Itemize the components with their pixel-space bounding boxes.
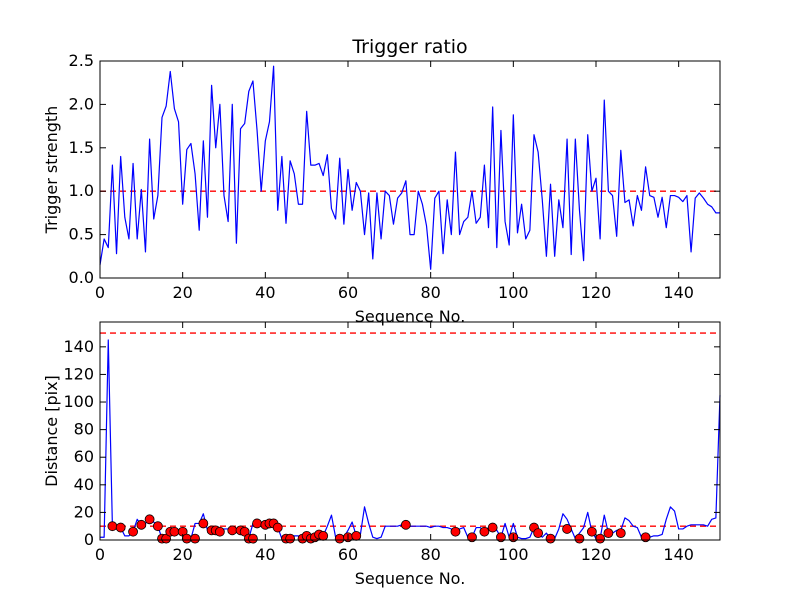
data-marker: [152, 521, 163, 532]
data-marker: [272, 522, 283, 533]
data-marker: [136, 519, 147, 530]
y-tick-label: 1.5: [69, 138, 94, 157]
data-marker: [214, 526, 225, 537]
x-tick-label: 0: [95, 545, 105, 564]
data-marker: [467, 532, 477, 543]
data-marker: [351, 530, 362, 541]
x-axis-label: Sequence No.: [355, 307, 466, 326]
data-marker: [400, 519, 411, 530]
y-axis-label: Trigger strength: [42, 106, 61, 235]
data-marker: [533, 528, 544, 539]
x-tick-label: 100: [498, 545, 529, 564]
data-marker: [615, 528, 626, 539]
y-tick-label: 1.0: [69, 181, 94, 200]
data-marker: [586, 526, 597, 537]
y-tick-label: 60: [74, 447, 94, 466]
data-marker: [190, 533, 200, 544]
x-tick-label: 100: [498, 283, 529, 302]
x-tick-label: 20: [172, 283, 192, 302]
data-marker: [479, 526, 490, 537]
data-marker: [334, 533, 345, 544]
data-marker: [181, 533, 192, 544]
data-marker: [144, 514, 155, 525]
data-marker: [252, 518, 262, 529]
data-marker: [450, 526, 461, 537]
data-marker: [318, 530, 329, 541]
x-tick-label: 60: [338, 283, 358, 302]
y-tick-label: 2.5: [69, 51, 94, 70]
data-marker: [115, 522, 126, 533]
x-tick-label: 120: [581, 283, 612, 302]
x-tick-label: 80: [420, 283, 440, 302]
x-tick-label: 40: [255, 545, 275, 564]
x-tick-label: 120: [581, 545, 612, 564]
data-marker: [107, 521, 118, 532]
data-marker: [562, 524, 572, 534]
y-tick-label: 140: [63, 337, 94, 356]
data-marker: [285, 533, 296, 544]
y-tick-label: 100: [63, 392, 94, 411]
y-tick-label: 40: [74, 475, 94, 494]
x-tick-label: 60: [338, 545, 358, 564]
data-marker: [248, 533, 258, 544]
trigger-ratio-plot: Trigger ratio 0 20 40 60 80 100 120 140 0.0 0.5 1.0…: [42, 36, 721, 326]
y-tick-label: 0.5: [69, 225, 94, 244]
data-marker: [169, 526, 180, 537]
data-marker: [640, 532, 651, 543]
y-tick-label: 0: [84, 530, 94, 549]
chart-title: Trigger ratio: [351, 36, 467, 58]
plot-frame: [99, 321, 721, 541]
x-tick-label: 0: [95, 283, 105, 302]
y-tick-label: 120: [63, 364, 94, 383]
x-tick-label: 80: [420, 545, 440, 564]
y-tick-label: 80: [74, 420, 94, 439]
data-marker: [603, 528, 614, 539]
y-tick-label: 0.0: [69, 268, 94, 287]
data-marker: [227, 525, 238, 536]
distance-plot: 0 20 40 60 80 100 120 140 0 20 40 60 80 100 120 140 Sequ…: [42, 321, 721, 588]
plot-frame: [99, 60, 721, 279]
x-tick-label: 140: [663, 545, 694, 564]
x-tick-label: 40: [255, 283, 275, 302]
series-line: [99, 65, 720, 270]
data-marker: [545, 533, 556, 544]
y-axis-label: Distance [pix]: [42, 375, 61, 487]
data-marker: [595, 533, 606, 544]
data-marker: [496, 532, 506, 543]
data-marker: [128, 526, 138, 537]
data-marker: [198, 518, 209, 529]
data-marker: [574, 533, 585, 544]
x-tick-label: 140: [663, 283, 694, 302]
x-axis-label: Sequence No.: [355, 569, 466, 588]
x-tick-label: 20: [172, 545, 192, 564]
y-tick-label: 20: [74, 502, 94, 521]
y-tick-label: 2.0: [69, 94, 94, 113]
data-marker: [487, 522, 498, 533]
